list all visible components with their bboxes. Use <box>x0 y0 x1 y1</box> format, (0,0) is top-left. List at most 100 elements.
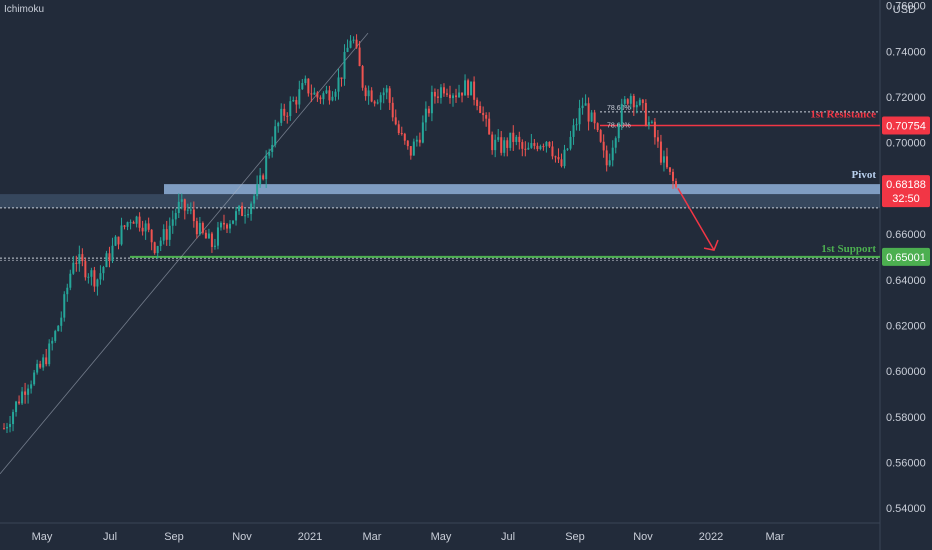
resistance-price-text: 0.70754 <box>886 121 926 133</box>
candle-body <box>135 216 138 224</box>
candle-body <box>584 103 587 106</box>
y-tick-label: 0.74000 <box>886 46 926 58</box>
candle-body <box>33 372 36 385</box>
candle-body <box>283 108 286 116</box>
candle-body <box>470 81 473 96</box>
candle-body <box>626 99 629 104</box>
candle-body <box>268 151 271 156</box>
candle-body <box>241 205 244 216</box>
candle-body <box>656 137 659 142</box>
candle-body <box>614 138 617 148</box>
candle-body <box>105 253 108 268</box>
candle-body <box>316 92 319 98</box>
candle-body <box>548 141 551 147</box>
candle-body <box>168 225 171 240</box>
candle-body <box>515 136 518 142</box>
y-tick-label: 0.62000 <box>886 320 926 332</box>
candle-body <box>596 123 599 131</box>
candle-body <box>554 156 557 158</box>
candle-body <box>96 279 99 287</box>
candle-body <box>301 83 304 90</box>
pivot-label: Pivot <box>852 169 877 181</box>
candle-body <box>391 102 394 118</box>
candle-body <box>343 51 346 79</box>
candle-body <box>394 117 397 125</box>
candle-body <box>605 150 608 166</box>
y-tick-label: 0.60000 <box>886 366 926 378</box>
candle-body <box>195 221 198 235</box>
candle-body <box>30 384 33 389</box>
candle-body <box>129 222 132 224</box>
candle-body <box>473 81 476 100</box>
indicator-label[interactable]: Ichimoku <box>4 4 45 15</box>
forecast-arrow-line <box>677 188 715 251</box>
candle-body <box>412 141 415 156</box>
candle-body <box>448 94 451 99</box>
candle-body <box>141 227 144 232</box>
candle-body <box>355 39 358 48</box>
candle-body <box>635 105 638 108</box>
candle-body <box>400 133 403 135</box>
candle-body <box>458 92 461 98</box>
candle-body <box>132 222 135 224</box>
candle-body <box>370 90 373 102</box>
candle-body <box>479 105 482 113</box>
pivot-zone <box>164 184 880 195</box>
support-price-text: 0.65001 <box>886 252 926 264</box>
candle-body <box>361 66 364 88</box>
candle-body <box>563 149 566 167</box>
candle-body <box>593 112 596 124</box>
candle-body <box>464 80 467 96</box>
x-tick-label: May <box>431 531 452 543</box>
candle-body <box>590 112 593 122</box>
x-tick-label: 2022 <box>699 531 723 543</box>
candle-body <box>675 181 677 188</box>
candle-body <box>581 105 584 109</box>
candle-body <box>144 223 147 232</box>
candle-body <box>18 401 21 404</box>
candle-body <box>81 254 84 262</box>
candle-body <box>177 201 180 214</box>
candle-body <box>623 99 626 104</box>
candle-body <box>78 254 81 264</box>
candle-body <box>42 357 45 368</box>
candle-body <box>204 232 207 239</box>
candle-body <box>560 159 563 167</box>
candle-body <box>629 95 632 104</box>
candle-body <box>602 141 605 151</box>
candle-body <box>123 225 126 227</box>
candle-body <box>9 424 12 427</box>
candle-body <box>491 134 494 151</box>
candle-body <box>229 223 232 229</box>
candle-body <box>461 92 464 96</box>
candle-body <box>418 139 421 143</box>
y-tick-label: 0.66000 <box>886 229 926 241</box>
forecast-arrow-head <box>703 239 719 251</box>
x-tick-label: Nov <box>633 531 653 543</box>
candle-body <box>427 108 430 114</box>
candle-body <box>430 91 433 114</box>
candle-body <box>476 99 479 106</box>
candle-body <box>575 124 578 126</box>
candle-body <box>512 132 515 142</box>
candle-body <box>183 199 186 211</box>
candle-body <box>340 77 343 79</box>
candle-body <box>587 103 590 122</box>
resistance-label: 1st Resistance <box>810 109 876 121</box>
candle-body <box>180 199 183 202</box>
candle-body <box>599 130 602 142</box>
candle-body <box>485 115 488 119</box>
candle-body <box>99 273 102 280</box>
x-tick-label: 2021 <box>298 531 322 543</box>
candle-body <box>117 236 120 245</box>
candle-body <box>319 97 322 100</box>
candle-body <box>126 222 129 227</box>
candle-body <box>647 122 650 126</box>
candle-body <box>373 101 376 104</box>
candle-body <box>445 93 448 95</box>
candle-body <box>147 223 150 230</box>
candle-body <box>385 88 388 93</box>
candle-body <box>292 100 295 102</box>
